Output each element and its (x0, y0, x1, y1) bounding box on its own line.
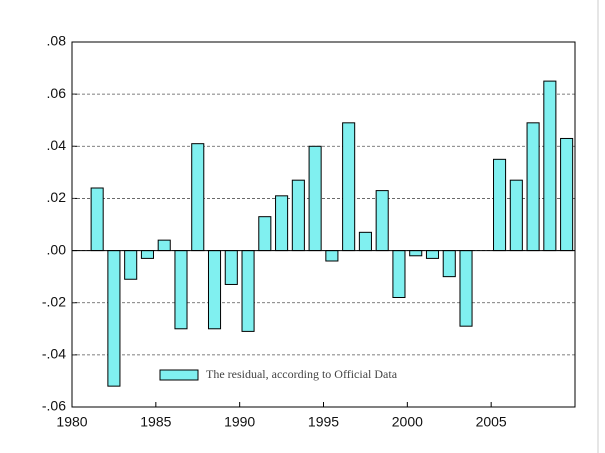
bar (560, 137, 574, 252)
bar (258, 216, 272, 252)
bar (275, 195, 289, 252)
bar (459, 250, 473, 327)
y-tick-label: -.04 (42, 346, 66, 362)
bar (157, 239, 171, 252)
bar (140, 250, 154, 259)
bar (526, 122, 540, 252)
bar (543, 80, 557, 252)
bar (375, 190, 389, 252)
x-tick-label: 2000 (392, 414, 423, 430)
x-tick-label: 1990 (224, 414, 255, 430)
bar (308, 145, 322, 252)
plot-frame (71, 41, 576, 408)
bar (107, 250, 121, 387)
bar (224, 250, 238, 285)
bar (509, 179, 523, 252)
y-tick-label: -.02 (42, 293, 66, 309)
y-tick-label: .06 (47, 85, 67, 101)
y-tick-label: -.06 (42, 398, 66, 414)
bar (425, 250, 440, 259)
bar (124, 250, 138, 280)
x-tick-label: 1980 (56, 414, 87, 430)
y-tick-label: .02 (47, 189, 67, 205)
bar (90, 187, 104, 252)
bar (191, 143, 205, 252)
bar (325, 250, 339, 262)
x-tick-label: 1985 (140, 414, 171, 430)
bar (174, 250, 188, 330)
y-tick-label: .08 (47, 33, 67, 49)
x-tick-label: 2005 (476, 414, 507, 430)
bar (358, 231, 372, 252)
bar (442, 250, 456, 278)
x-tick-label: 1995 (308, 414, 339, 430)
legend-swatch (159, 369, 199, 381)
bar (207, 250, 222, 330)
bar (342, 122, 356, 252)
bar (409, 250, 423, 257)
legend-label: The residual, according to Official Data (206, 367, 398, 381)
bar (392, 250, 406, 298)
bar (241, 250, 255, 332)
bar (493, 158, 507, 252)
y-tick-label: .00 (47, 241, 67, 257)
bar (291, 179, 305, 252)
y-tick-label: .04 (47, 137, 67, 153)
